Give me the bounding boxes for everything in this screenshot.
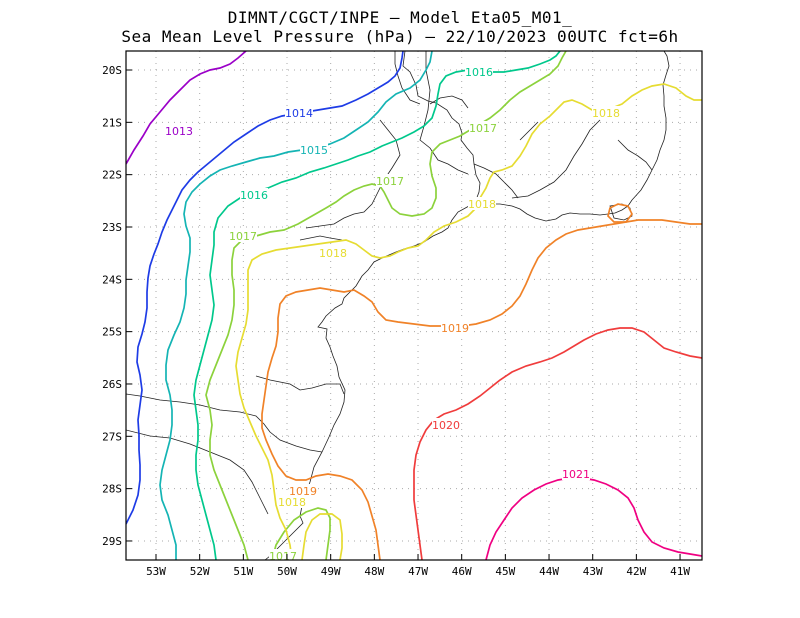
- contour-label-bg: [562, 467, 590, 480]
- contour-label-l1020: 1020: [432, 419, 460, 432]
- isobar-1020: [413, 327, 702, 560]
- contour-label-l1017c: 1017: [229, 230, 257, 243]
- contour-label-bg: [289, 484, 317, 497]
- contour-label-l1016a: 1016: [465, 66, 493, 79]
- lon-label-53W: 53W: [146, 565, 166, 578]
- isobar-1019-ring: [607, 203, 633, 223]
- lon-label-47W: 47W: [408, 565, 428, 578]
- lat-label-24S: 24S: [102, 273, 122, 286]
- contour-label-bg: [269, 549, 297, 560]
- river-3: [519, 121, 539, 141]
- river-1: [299, 235, 343, 241]
- lon-label-45W: 45W: [495, 565, 515, 578]
- isobar-1019: [261, 219, 702, 560]
- lon-label-44W: 44W: [539, 565, 559, 578]
- contour-label-l1017b: 1017: [469, 122, 497, 135]
- isobars: [126, 51, 702, 560]
- contour-label-l1017d: 1017: [269, 550, 297, 563]
- contour-label-l1019a: 1019: [441, 322, 469, 335]
- brazil-coastline: [264, 51, 481, 560]
- contour-label-bg: [278, 495, 306, 508]
- contour-label-bg: [285, 106, 313, 119]
- state-border-9: [473, 163, 519, 199]
- isobar-1018: [235, 83, 702, 560]
- lon-label-51W: 51W: [233, 565, 253, 578]
- map-frame: [125, 50, 703, 561]
- coast-northeast: [631, 51, 670, 201]
- contour-labels: 1013 1014 1015 1016 1016 1017 1017 1017 1017 1018…: [165, 65, 620, 563]
- lat-label-27S: 27S: [102, 430, 122, 443]
- contour-label-l1017a: 1017: [376, 175, 404, 188]
- isobar-1018-south: [301, 513, 343, 560]
- map-axes: 20S 21S 22S 23S 24S 25S 26S 27S 28S 29S 53W 52W 51W 5…: [102, 64, 690, 578]
- lat-label-28S: 28S: [102, 483, 122, 496]
- state-border-1: [394, 51, 421, 105]
- lat-label-21S: 21S: [102, 116, 122, 129]
- lat-lon-grid: [126, 51, 702, 560]
- contour-label-l1016b: 1016: [240, 189, 268, 202]
- contour-label-bg: [468, 197, 496, 210]
- contour-label-l1018c: 1018: [319, 247, 347, 260]
- lon-label-48W: 48W: [364, 565, 384, 578]
- lon-label-42W: 42W: [626, 565, 646, 578]
- state-border-2: [419, 51, 469, 175]
- isobar-1021: [485, 477, 702, 560]
- contour-label-bg: [300, 143, 328, 156]
- state-border-5: [255, 375, 345, 395]
- lon-label-46W: 46W: [452, 565, 472, 578]
- contour-label-l1015: 1015: [300, 144, 328, 157]
- contour-label-l1013: 1013: [165, 125, 193, 138]
- state-border-7: [511, 119, 601, 199]
- contour-label-l1018a: 1018: [592, 107, 620, 120]
- coastline-and-borders: [126, 51, 670, 560]
- contour-label-bg: [441, 321, 469, 334]
- contour-label-bg: [469, 121, 497, 134]
- lat-label-29S: 29S: [102, 535, 122, 548]
- state-border-3: [305, 119, 401, 229]
- contour-label-l1014: 1014: [285, 107, 313, 120]
- contour-label-bg: [465, 65, 493, 78]
- lat-label-20S: 20S: [102, 64, 122, 77]
- contour-label-l1019b: 1019: [289, 485, 317, 498]
- contour-label-l1018d: 1018: [278, 496, 306, 509]
- isobar-1016: [193, 51, 561, 560]
- contour-label-l1018b: 1018: [468, 198, 496, 211]
- contour-label-bg: [229, 229, 257, 242]
- lat-label-26S: 26S: [102, 378, 122, 391]
- isobar-1014: [126, 51, 404, 525]
- map-title-line1: DIMNT/CGCT/INPE – Model Eta05_M01_: [227, 8, 573, 27]
- map-title-line2: Sea Mean Level Pressure (hPa) – 22/10/20…: [121, 27, 679, 46]
- lon-label-43W: 43W: [583, 565, 603, 578]
- isobar-1017-south: [271, 507, 331, 560]
- contour-label-bg: [240, 188, 268, 201]
- state-border-6: [126, 429, 269, 515]
- contour-label-bg: [319, 246, 347, 259]
- lat-label-23S: 23S: [102, 221, 122, 234]
- isobar-1015: [159, 51, 433, 560]
- contour-label-bg: [432, 418, 460, 431]
- state-border-4: [126, 393, 323, 453]
- isobar-1013: [126, 51, 247, 165]
- state-border-8: [617, 139, 653, 171]
- lon-label-52W: 52W: [190, 565, 210, 578]
- contour-label-bg: [592, 106, 620, 119]
- contour-label-bg: [165, 124, 193, 137]
- lon-label-41W: 41W: [670, 565, 690, 578]
- contour-label-bg: [376, 174, 404, 187]
- lat-label-22S: 22S: [102, 169, 122, 182]
- lon-label-49W: 49W: [321, 565, 341, 578]
- contour-label-l1021: 1021: [562, 468, 590, 481]
- coast-east-sp-rj: [475, 199, 633, 222]
- lon-label-50W: 50W: [277, 565, 297, 578]
- lat-label-25S: 25S: [102, 326, 122, 339]
